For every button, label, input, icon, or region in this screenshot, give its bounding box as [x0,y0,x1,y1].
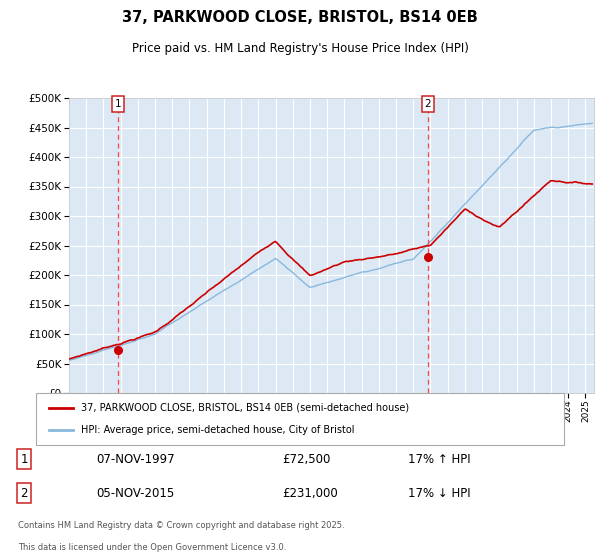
Text: Price paid vs. HM Land Registry's House Price Index (HPI): Price paid vs. HM Land Registry's House … [131,41,469,54]
Text: 37, PARKWOOD CLOSE, BRISTOL, BS14 0EB (semi-detached house): 37, PARKWOOD CLOSE, BRISTOL, BS14 0EB (s… [81,403,409,413]
Text: This data is licensed under the Open Government Licence v3.0.: This data is licensed under the Open Gov… [18,543,286,552]
FancyBboxPatch shape [36,393,564,445]
Text: 2: 2 [425,99,431,109]
Text: £231,000: £231,000 [282,487,338,500]
Text: £72,500: £72,500 [282,453,331,466]
Text: 17% ↑ HPI: 17% ↑ HPI [408,453,470,466]
Text: 2: 2 [20,487,28,500]
Text: HPI: Average price, semi-detached house, City of Bristol: HPI: Average price, semi-detached house,… [81,426,355,436]
Text: 1: 1 [20,453,28,466]
Text: 07-NOV-1997: 07-NOV-1997 [96,453,175,466]
Text: 37, PARKWOOD CLOSE, BRISTOL, BS14 0EB: 37, PARKWOOD CLOSE, BRISTOL, BS14 0EB [122,10,478,25]
Text: 1: 1 [115,99,121,109]
Text: Contains HM Land Registry data © Crown copyright and database right 2025.: Contains HM Land Registry data © Crown c… [18,521,344,530]
Text: 05-NOV-2015: 05-NOV-2015 [96,487,174,500]
Text: 17% ↓ HPI: 17% ↓ HPI [408,487,470,500]
